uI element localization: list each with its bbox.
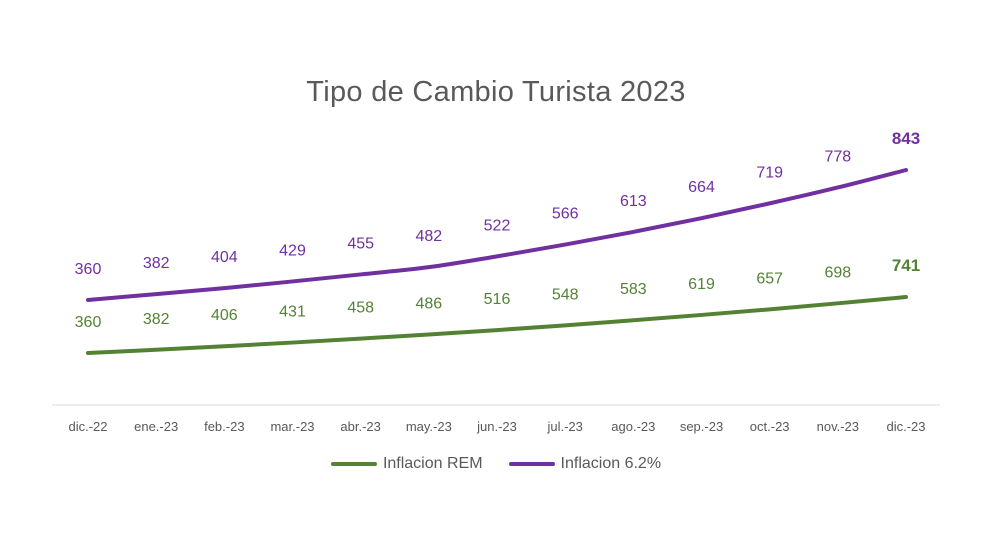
data-label-62-11: 778: [824, 148, 851, 165]
data-label-rem-11: 698: [824, 264, 851, 281]
data-label-62-1: 382: [143, 255, 170, 272]
data-label-rem-0: 360: [75, 314, 102, 331]
data-label-62-4: 455: [347, 235, 374, 252]
data-label-62-8: 613: [620, 193, 647, 210]
series-line-inflacion-62: [86, 168, 908, 302]
data-label-62-9: 664: [688, 179, 715, 196]
x-tick-label-8: ago.-23: [611, 419, 655, 434]
data-label-rem-9: 619: [688, 276, 715, 293]
data-label-layer: 360 382 406 431 458 486 516 548 583 619 657 698 741 3…: [75, 129, 921, 331]
x-tick-label-1: ene.-23: [134, 419, 178, 434]
x-tick-label-2: feb.-23: [204, 419, 244, 434]
data-label-rem-1: 382: [143, 311, 170, 328]
legend-label-rem: Inflacion REM: [382, 455, 483, 472]
data-label-rem-8: 583: [620, 281, 647, 298]
data-label-62-12: 843: [892, 129, 920, 148]
data-label-rem-2: 406: [211, 307, 238, 324]
data-label-rem-12: 741: [892, 256, 920, 275]
legend-item-rem: Inflacion REM: [330, 455, 483, 473]
data-label-62-7: 566: [552, 206, 579, 223]
data-label-62-3: 429: [279, 242, 306, 259]
data-label-rem-4: 458: [347, 300, 374, 317]
data-label-62-2: 404: [211, 249, 238, 266]
x-tick-label-4: abr.-23: [340, 419, 380, 434]
legend-swatch-rem: [330, 462, 377, 466]
legend: Inflacion REM Inflacion 6.2%: [0, 455, 992, 473]
x-tick-label-3: mar.-23: [270, 419, 314, 434]
data-label-rem-3: 431: [279, 304, 306, 321]
data-label-rem-10: 657: [756, 270, 783, 287]
series-layer: [86, 168, 908, 355]
x-tick-label-9: sep.-23: [680, 419, 723, 434]
x-tick-label-6: jun.-23: [476, 419, 517, 434]
data-label-rem-5: 486: [415, 295, 442, 312]
data-label-62-0: 360: [75, 261, 102, 278]
legend-swatch-62: [508, 462, 555, 466]
series-line-inflacion-rem: [86, 295, 908, 355]
x-tick-label-5: may.-23: [406, 419, 452, 434]
x-tick-labels: dic.-22 ene.-23 feb.-23 mar.-23 abr.-23 may.-…: [68, 419, 925, 434]
x-tick-label-11: nov.-23: [817, 419, 859, 434]
data-label-rem-6: 516: [484, 291, 511, 308]
x-tick-label-0: dic.-22: [68, 419, 107, 434]
legend-label-62: Inflacion 6.2%: [560, 455, 662, 472]
data-label-62-5: 482: [415, 228, 442, 245]
chart-title: Tipo de Cambio Turista 2023: [306, 76, 686, 108]
data-label-rem-7: 548: [552, 286, 579, 303]
data-label-62-10: 719: [756, 164, 783, 181]
legend-item-62: Inflacion 6.2%: [508, 455, 662, 473]
x-tick-label-7: jul.-23: [546, 419, 582, 434]
data-label-62-6: 522: [484, 217, 511, 234]
x-tick-label-12: dic.-23: [886, 419, 925, 434]
x-tick-label-10: oct.-23: [750, 419, 790, 434]
